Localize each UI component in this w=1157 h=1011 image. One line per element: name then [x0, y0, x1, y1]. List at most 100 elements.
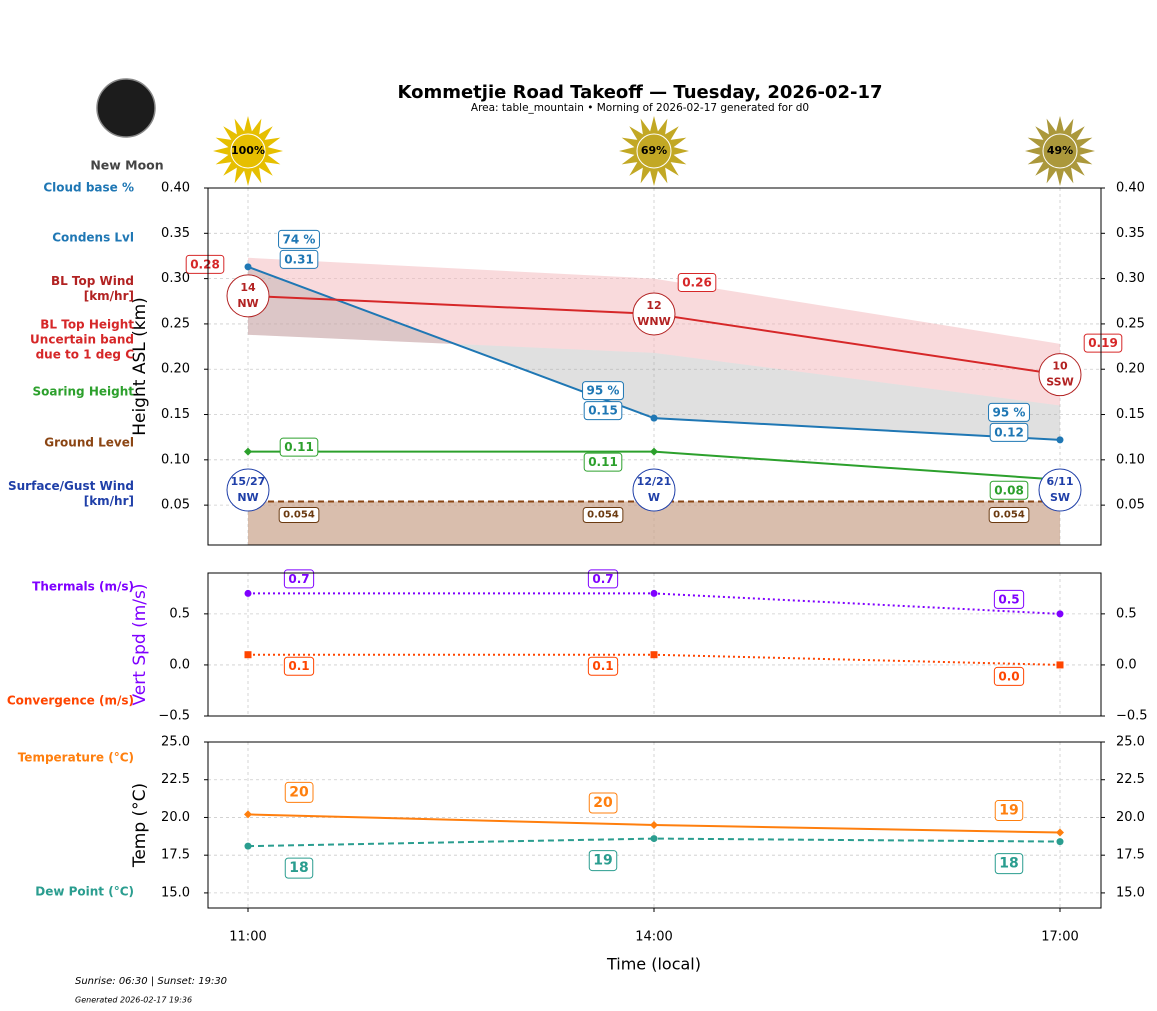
value-label-box	[279, 249, 319, 269]
wind-speed: 10	[1052, 360, 1068, 373]
series-label: Thermals (m/s)	[32, 579, 134, 594]
y2-tick-label: −0.5	[1116, 709, 1148, 724]
value-label-box	[279, 437, 319, 457]
value-label: 18	[284, 857, 314, 879]
sun-label: 49%	[1047, 144, 1073, 157]
value-label-box	[989, 422, 1029, 442]
y2-tick-label: 20.0	[1116, 810, 1145, 825]
value-label-text: 0.0	[998, 669, 1019, 683]
sun-times: Sunrise: 06:30 | Sunset: 19:30	[75, 976, 227, 987]
wind-circle	[226, 468, 270, 512]
value-label-text: 0.7	[592, 572, 613, 586]
wind-speed: 12	[646, 299, 661, 312]
value-label-text: 18	[999, 856, 1018, 872]
value-label-text: 0.054	[283, 510, 315, 521]
y2-tick-label: 0.0	[1116, 657, 1137, 672]
value-label: 95 %	[582, 381, 624, 401]
wind-circle	[1038, 353, 1082, 397]
value-label: 0.11	[279, 437, 319, 457]
value-label: 0.1	[283, 656, 315, 676]
y2-tick-label: 17.5	[1116, 848, 1145, 863]
value-label-box	[988, 402, 1030, 422]
value-label-text: 0.7	[288, 572, 309, 586]
value-label: 0.7	[283, 569, 315, 589]
value-label-box	[588, 850, 618, 872]
value-label: 0.11	[583, 452, 623, 472]
series-label: Ground Level	[44, 435, 134, 450]
wind-speed: 12/21	[637, 475, 672, 488]
y-tick-label: 0.0	[169, 657, 190, 672]
value-label-box	[582, 381, 624, 401]
value-label-text: 0.054	[587, 510, 619, 521]
value-label-box	[185, 254, 225, 274]
value-label-box	[677, 272, 717, 292]
value-label-text: 0.26	[682, 275, 712, 289]
value-label: 0.08	[989, 480, 1029, 500]
value-label-box	[284, 857, 314, 879]
value-label-box	[283, 656, 315, 676]
y-tick-label: 0.10	[161, 452, 190, 467]
wind-circle	[632, 292, 676, 336]
y2-tick-label: 25.0	[1116, 735, 1145, 750]
value-label-text: 0.5	[998, 592, 1019, 606]
value-label-text: 19	[999, 803, 1018, 819]
value-label-box	[993, 666, 1025, 686]
marker	[1056, 610, 1064, 618]
value-label-text: 20	[289, 784, 309, 800]
moon-icon	[96, 78, 156, 138]
wind-circle	[1038, 468, 1082, 512]
wind-circle	[226, 274, 270, 318]
wind-circle	[632, 468, 676, 512]
sun-disc	[230, 133, 266, 169]
value-label: 20	[588, 792, 618, 814]
value-label: 0.054	[278, 507, 320, 524]
y-axis-label: Vert Spd (m/s)	[130, 583, 150, 705]
sun-disc	[636, 133, 672, 169]
y-tick-label: 0.05	[161, 498, 190, 513]
marker	[244, 651, 252, 659]
marker	[1056, 828, 1064, 837]
value-label: 0.1	[587, 656, 619, 676]
y2-tick-label: 0.15	[1116, 407, 1145, 422]
value-label-box	[582, 507, 624, 524]
wind-speed: 6/11	[1047, 475, 1074, 488]
y2-tick-label: 22.5	[1116, 772, 1145, 787]
series-label: Surface/Gust Wind [km/hr]	[8, 479, 134, 508]
y-tick-label: 20.0	[161, 810, 190, 825]
wind-direction: NW	[237, 491, 258, 504]
y-tick-label: 0.25	[161, 316, 190, 331]
series-label: BL Top Wind [km/hr]	[50, 274, 134, 303]
value-label: 20	[284, 781, 314, 803]
y-tick-label: 0.15	[161, 407, 190, 422]
chart-subtitle: Area: table_mountain • Morning of 2026-0…	[471, 102, 809, 114]
value-label-text: 0.11	[284, 440, 314, 454]
marker	[244, 842, 252, 850]
value-label-text: 0.19	[1088, 336, 1118, 350]
value-label-box	[284, 781, 314, 803]
x-axis-label: Time (local)	[606, 955, 701, 974]
y-tick-label: 0.20	[161, 362, 190, 377]
sun-label: 69%	[641, 144, 667, 157]
y-tick-label: 0.30	[161, 271, 190, 286]
x-tick-label: 11:00	[229, 930, 266, 945]
marker	[244, 810, 252, 819]
value-label-box	[988, 507, 1030, 524]
value-label-box	[278, 229, 320, 249]
value-label: 0.31	[279, 249, 319, 269]
wind-direction: W	[648, 491, 660, 504]
value-label-box	[993, 589, 1025, 609]
y-tick-label: 17.5	[161, 848, 190, 863]
marker	[650, 447, 658, 456]
value-label-text: 0.1	[288, 659, 309, 673]
value-label-text: 0.12	[994, 425, 1024, 439]
value-label: 0.5	[993, 589, 1025, 609]
marker	[650, 835, 658, 843]
series-label: Condens Lvl	[52, 230, 134, 245]
value-label-text: 0.15	[588, 404, 618, 418]
series-label: Temperature (°C)	[17, 750, 134, 765]
y2-tick-label: 0.25	[1116, 316, 1145, 331]
value-label-text: 0.1	[592, 659, 613, 673]
value-label-text: 18	[289, 860, 308, 876]
value-label-text: 95 %	[993, 405, 1026, 419]
